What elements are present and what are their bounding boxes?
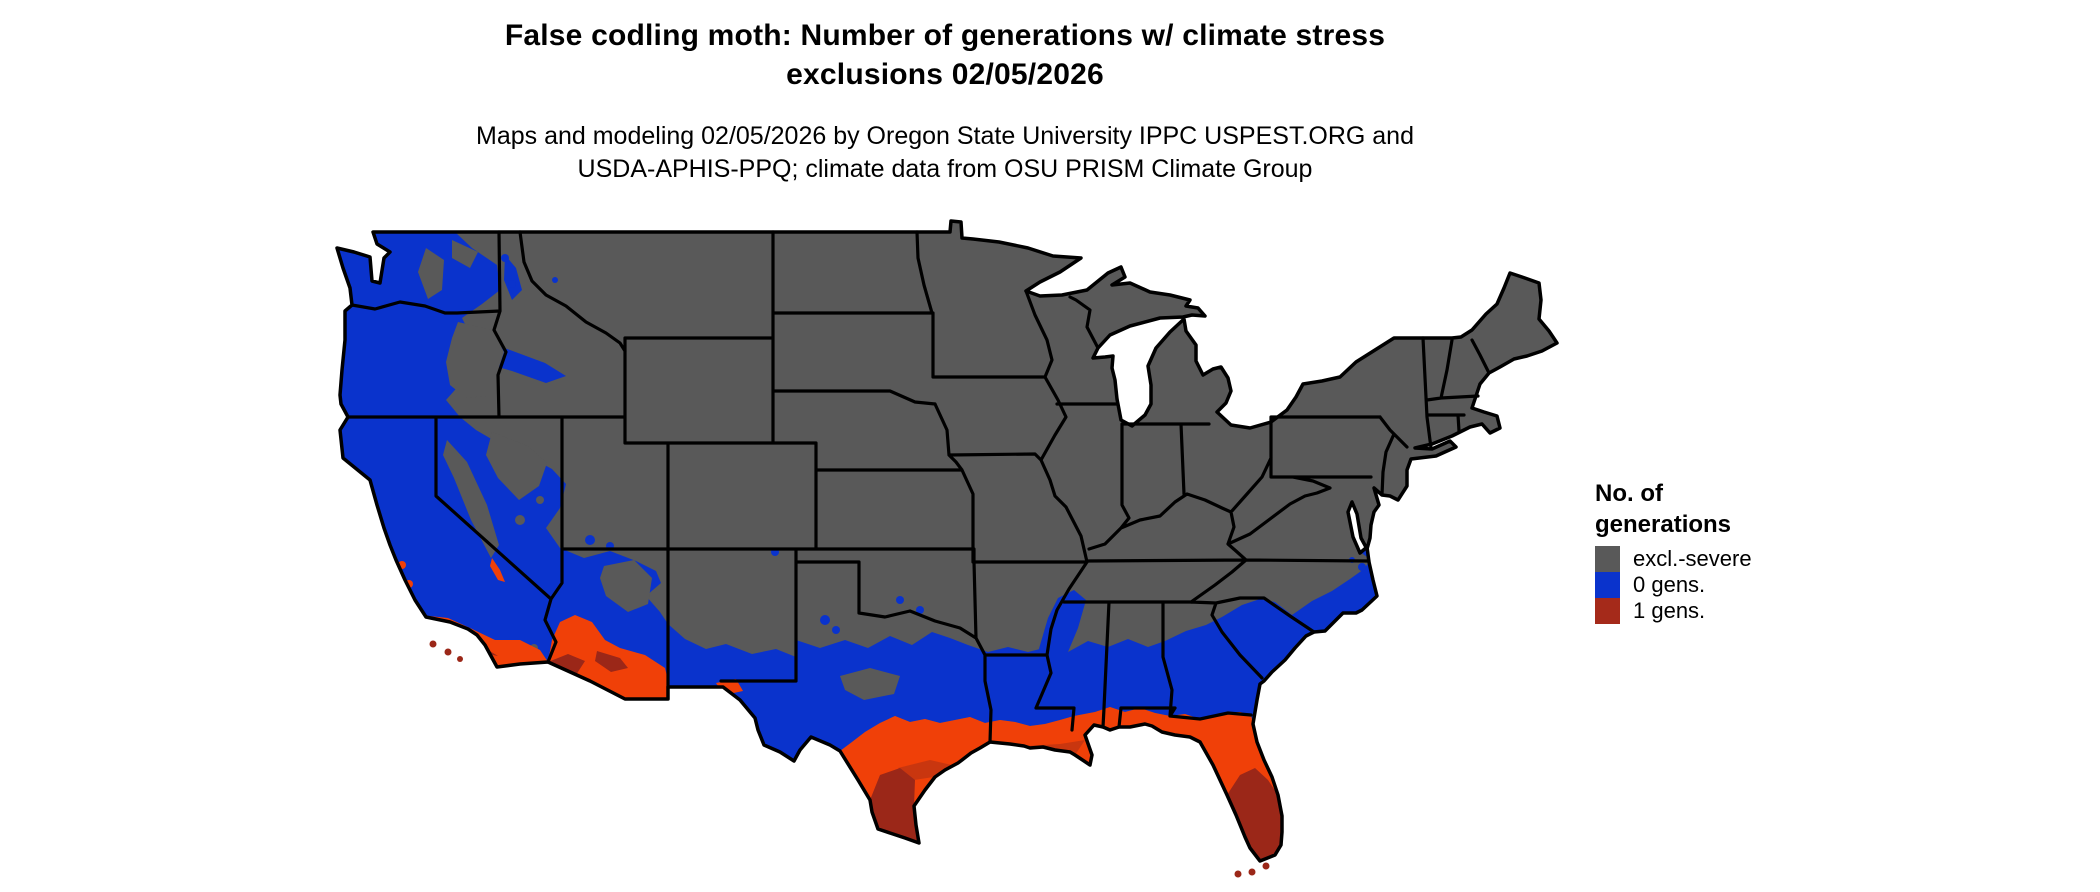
legend-item-0-gens: 0 gens.: [1595, 572, 1895, 598]
legend-label-0-gens: 0 gens.: [1633, 572, 1706, 597]
legend-title-line-2: generations: [1595, 511, 1732, 538]
title-line-2: exclusions 02/05/2026: [786, 58, 1104, 91]
legend-rows: excl.-severe 0 gens. 1 gens.: [1595, 546, 1895, 624]
title-line-1: False codling moth: Number of generation…: [504, 19, 1386, 52]
legend-label-excl-severe: excl.-severe: [1633, 546, 1752, 571]
map-region-1-gens-deathvalley: [490, 558, 505, 582]
state-borders: [346, 230, 1491, 744]
map-islands: [429, 640, 1270, 878]
legend-swatch-0-gens: [1595, 572, 1620, 598]
legend-item-1-gens: 1 gens.: [1595, 598, 1895, 624]
credit-line-1: Maps and modeling 02/05/2026 by Oregon S…: [476, 122, 1414, 150]
map-overlays-excl-severe: [418, 240, 900, 700]
legend-swatch-1-gens: [1595, 598, 1620, 624]
map-region-0-gens-montana-sliver: [504, 255, 522, 300]
map-region-1-gens-gulf: [840, 707, 1282, 861]
legend-item-excl-severe: excl.-severe: [1595, 546, 1895, 572]
credit-line-2: USDA-APHIS-PPQ; climate data from OSU PR…: [577, 155, 1313, 183]
legend-label-1-gens: 1 gens.: [1633, 598, 1706, 623]
legend-title-line-1: No. of: [1595, 480, 1663, 507]
legend-swatch-excl-severe: [1595, 546, 1620, 572]
legend: No. of generations excl.-severe 0 gens. …: [1595, 478, 1895, 624]
legend-title: No. of generations: [1595, 478, 1895, 540]
credits-subtitle: Maps and modeling 02/05/2026 by Oregon S…: [0, 120, 1890, 186]
page-title: False codling moth: Number of generation…: [0, 16, 1890, 94]
